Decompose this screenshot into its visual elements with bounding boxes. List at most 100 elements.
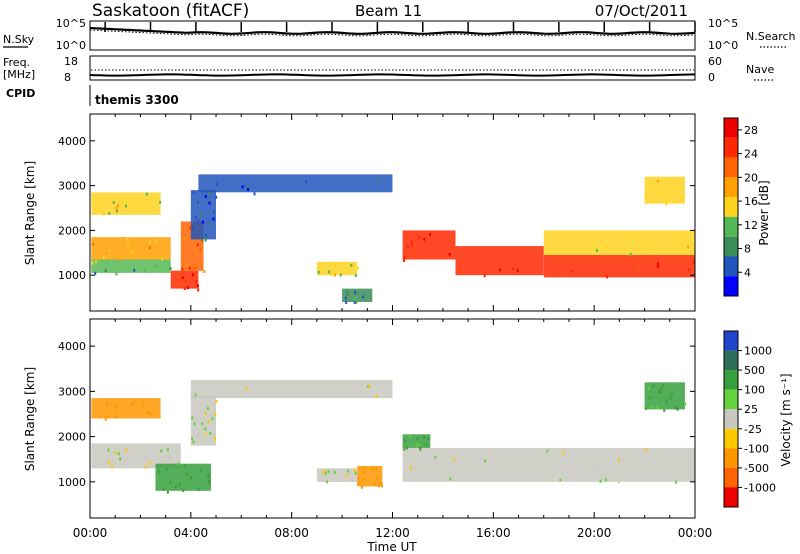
velocity-panel-speckle <box>416 437 419 441</box>
power-panel-speckle <box>418 236 421 240</box>
power-panel-speckle <box>241 185 244 189</box>
power-panel-band-6 <box>190 190 216 240</box>
velocity-panel-speckle <box>657 469 660 473</box>
velocity-panel-speckle <box>117 452 120 456</box>
velocity-panel-speckle <box>353 468 356 472</box>
power-panel-speckle <box>215 195 218 199</box>
velocity-panel-speckle <box>148 412 151 416</box>
velocity-panel-colorbar-swatch <box>724 467 738 488</box>
power-panel-speckle <box>483 274 486 278</box>
velocity-panel-colorbar-tick: -500 <box>744 462 769 475</box>
velocity-panel-speckle <box>669 396 672 400</box>
power-panel-speckle <box>328 264 331 268</box>
velocity-panel-speckle <box>670 392 673 396</box>
power-panel-colorbar-swatch <box>724 118 738 138</box>
velocity-panel-speckle <box>418 443 421 447</box>
power-panel-speckle <box>570 269 573 273</box>
velocity-panel-speckle <box>207 474 210 478</box>
velocity-panel-speckle <box>324 470 327 474</box>
velocity-panel-speckle <box>115 406 118 410</box>
power-panel-band-1 <box>91 237 171 260</box>
velocity-panel-speckle <box>423 435 426 439</box>
power-panel-band-0 <box>91 192 161 215</box>
power-panel-speckle <box>207 192 210 195</box>
velocity-panel-speckle <box>111 465 113 469</box>
velocity-panel-speckle <box>131 402 134 406</box>
velocity-panel-band-4 <box>190 395 216 446</box>
velocity-panel-speckle <box>661 383 664 387</box>
power-panel-colorbar-swatch <box>724 177 738 198</box>
freq-unit-label: [MHz] <box>3 68 35 81</box>
power-panel-band-11 <box>543 255 696 278</box>
velocity-panel-speckle <box>168 457 171 461</box>
power-panel-colorbar-tick: 28 <box>744 124 758 137</box>
velocity-panel-speckle <box>162 487 165 491</box>
power-panel-speckle <box>688 268 690 272</box>
velocity-panel-speckle <box>375 467 378 471</box>
power-panel-speckle <box>403 259 405 262</box>
power-panel-speckle <box>149 240 152 244</box>
velocity-panel-speckle <box>376 476 379 480</box>
power-panel-speckle <box>195 266 198 270</box>
power-panel-speckle <box>177 275 180 279</box>
velocity-panel-speckle <box>98 414 101 418</box>
nsky-min-label: 10^0 <box>56 39 86 52</box>
x-tick-label: 20:00 <box>577 526 612 540</box>
velocity-panel-speckle <box>617 458 620 462</box>
power-panel-band-8 <box>342 288 373 302</box>
velocity-panel-speckle <box>194 393 197 397</box>
velocity-panel-colorbar-swatch <box>724 487 738 507</box>
power-panel-colorbar-tick: 20 <box>744 171 758 184</box>
cpid-label: CPID <box>6 87 35 100</box>
velocity-panel-speckle <box>204 427 207 431</box>
velocity-panel-speckle <box>367 385 370 388</box>
power-panel-speckle <box>115 272 118 276</box>
power-panel-speckle <box>181 276 184 280</box>
velocity-panel-ytick-label: 4000 <box>58 340 86 353</box>
velocity-panel-speckle <box>652 384 655 388</box>
power-panel-speckle <box>330 273 333 277</box>
velocity-panel-speckle <box>142 403 145 407</box>
power-panel-speckle <box>201 220 204 224</box>
power-panel-speckle <box>354 290 357 294</box>
velocity-panel-speckle <box>645 449 648 452</box>
power-panel-speckle <box>629 252 632 256</box>
power-panel-speckle <box>130 198 133 202</box>
velocity-panel-speckle <box>146 411 149 415</box>
velocity-panel-colorbar-tick: 25 <box>744 403 758 416</box>
power-panel-speckle <box>117 257 120 261</box>
station-title: Saskatoon (fitACF) <box>92 1 249 21</box>
velocity-panel-colorbar-swatch <box>724 331 738 351</box>
velocity-panel-colorbar-swatch <box>724 428 738 449</box>
power-panel-speckle <box>498 268 501 272</box>
velocity-panel-ytick-label: 2000 <box>58 431 86 444</box>
velocity-panel-speckle <box>322 469 325 473</box>
power-panel-band-5 <box>198 174 393 193</box>
power-panel-speckle <box>606 245 609 249</box>
velocity-panel-speckle <box>207 407 209 410</box>
power-panel-speckle <box>112 201 115 204</box>
power-panel-speckle <box>333 273 336 277</box>
velocity-panel-speckle <box>166 490 169 494</box>
power-ylabel: Slant Range [km] <box>23 161 37 265</box>
velocity-panel-colorbar-swatch <box>724 389 738 410</box>
power-panel-speckle <box>197 284 199 288</box>
power-panel-speckle <box>148 246 151 250</box>
velocity-panel-speckle <box>409 465 412 469</box>
velocity-panel-speckle <box>559 478 562 482</box>
velocity-panel-speckle <box>599 479 602 483</box>
velocity-panel-speckle <box>125 448 128 452</box>
power-panel-ytick-label: 1000 <box>58 269 86 282</box>
velocity-panel-speckle <box>373 482 376 486</box>
power-panel-speckle <box>656 265 659 269</box>
velocity-panel-speckle <box>419 446 422 449</box>
power-panel-speckle <box>205 233 207 237</box>
power-panel-speckle <box>644 195 647 199</box>
velocity-panel-speckle <box>663 408 666 412</box>
power-panel-colorbar-swatch <box>724 256 738 277</box>
velocity-panel-speckle <box>403 438 406 442</box>
velocity-panel-colorbar-tick: -100 <box>744 442 769 455</box>
velocity-panel-speckle <box>605 478 608 482</box>
velocity-panel-speckle <box>337 471 340 475</box>
velocity-panel-colorbar-swatch <box>724 409 738 429</box>
